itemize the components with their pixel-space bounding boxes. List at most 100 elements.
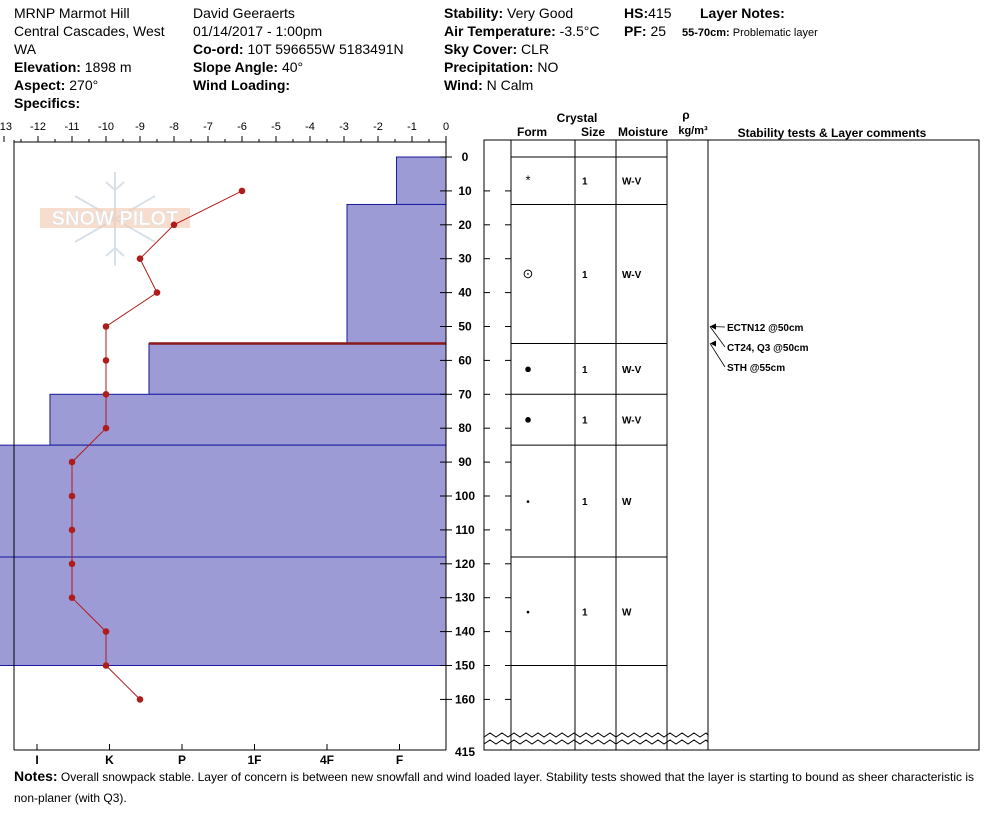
sky-label: Sky Cover:: [444, 41, 518, 57]
location-line2: Central Cascades, West: [14, 23, 165, 39]
wind-label: Wind:: [444, 77, 483, 93]
layer-size: 1: [582, 177, 588, 188]
sky-cover: Sky Cover: CLR: [444, 40, 600, 58]
stability-test-label: CT24, Q3 @50cm: [727, 343, 809, 354]
size-header: Size: [581, 125, 605, 139]
layer-form: ⊙: [523, 266, 534, 281]
snow-profile-chart: SNOW PILOT -13-12-11-10-9-8-7-6-5-4-3-2-…: [0, 108, 980, 765]
temp-tick-label: -13: [0, 121, 12, 133]
layer-size: 1: [582, 365, 588, 376]
stability-test-label: ECTN12 @50cm: [727, 323, 804, 334]
hardness-tick-label: I: [35, 753, 38, 765]
notes-label: Notes:: [14, 768, 58, 784]
depth-tick-label: 160: [455, 692, 475, 706]
density-unit-header: kg/m³: [678, 125, 708, 137]
hs-bottom-label: 415: [455, 745, 475, 759]
temperature-point: [68, 560, 76, 568]
location-line3: WA: [14, 41, 37, 57]
table-depth-ticks: [484, 190, 511, 700]
depth-tick-label: 70: [458, 387, 472, 401]
layer-moisture: W: [622, 497, 632, 508]
temperature-line: [71, 190, 243, 700]
temp-tick-label: -4: [305, 121, 315, 133]
pf-value: 25: [650, 23, 667, 39]
aspect-label: Aspect:: [14, 77, 66, 93]
temp-tick-label: -3: [339, 121, 349, 133]
observer-name: David Geeraerts: [193, 5, 295, 21]
stability-test-arrow: [710, 340, 716, 347]
temperature-point: [153, 289, 161, 296]
depth-tick-label: 150: [455, 659, 475, 673]
layer-table: Crystal Form Size Moisture ρ kg/m³ Stabi…: [483, 108, 980, 751]
depth-tick-label: 10: [458, 184, 472, 198]
temperature-point: [102, 662, 110, 669]
temperature-point: [68, 594, 76, 601]
wind-loading-label: Wind Loading:: [193, 77, 291, 93]
depth-tick-label: 40: [458, 286, 472, 300]
coord-value: 10T 596655W 5183491N: [247, 41, 404, 57]
elevation-label: Elevation:: [14, 59, 81, 75]
precip-label: Precipitation:: [444, 59, 534, 75]
depth-tick-label: 90: [458, 455, 472, 469]
hardness-tick-label: P: [178, 753, 186, 765]
layer-moisture: W-V: [622, 416, 642, 427]
temperature-point: [136, 696, 144, 703]
temp-tick-label: 0: [443, 121, 449, 133]
header-snowpack: HS:415 PF: 25: [624, 4, 671, 40]
temp-tick-label: -10: [98, 121, 114, 133]
temp-tick-label: -12: [30, 121, 46, 133]
layer-form: ●: [524, 412, 532, 427]
notes-text: Overall snowpack stable. Layer of concer…: [14, 770, 975, 805]
hardness-tick-label: K: [105, 753, 114, 765]
temp-tick-label: -11: [64, 121, 79, 133]
hardness-layer: [0, 444, 447, 558]
depth-axis: 0 10 20 30 40 50 60 70 80 90 100 110 120 130 140 150 160: [440, 150, 475, 706]
observation-datetime: 01/14/2017 - 1:00pm: [193, 23, 323, 39]
precipitation: Precipitation: NO: [444, 58, 600, 76]
hardness-layer: [49, 393, 447, 446]
break-mark-upper: [483, 732, 709, 738]
layer-size: 1: [582, 270, 588, 281]
notes: Notes: Overall snowpack stable. Layer of…: [14, 766, 994, 809]
depth-tick-label: 140: [455, 625, 475, 639]
snowflake-icon: [74, 172, 156, 266]
hs-label: HS:: [624, 5, 649, 21]
hs: HS:415: [624, 4, 671, 22]
slope-angle: Slope Angle: 40°: [193, 58, 404, 76]
temperature-point: [238, 187, 246, 195]
logo-band: [40, 208, 190, 228]
form-header: Form: [517, 125, 547, 139]
depth-tick-label: 30: [458, 252, 472, 266]
temp-tick-label: -1: [407, 121, 417, 133]
snowpilot-logo: SNOW PILOT: [40, 172, 190, 266]
layer-size: 1: [582, 497, 588, 508]
temp-tick-label: -5: [271, 121, 281, 133]
hardness-layer: [346, 203, 447, 344]
layer-moisture: W-V: [622, 365, 642, 376]
pf: PF: 25: [624, 22, 671, 40]
stability-tests: ECTN12 @50cm CT24, Q3 @50cm STH @55cm: [709, 323, 809, 374]
depth-tick-label: 50: [458, 320, 472, 334]
depth-tick-label: 80: [458, 421, 472, 435]
rho-header: ρ: [682, 108, 689, 122]
depth-tick-label: 120: [455, 557, 475, 571]
stability-test-leader: [709, 343, 726, 368]
pf-label: PF:: [624, 23, 647, 39]
header-observer: David Geeraerts 01/14/2017 - 1:00pm Co-o…: [193, 4, 404, 94]
layer-moisture: W-V: [622, 270, 642, 281]
coord-label: Co-ord:: [193, 41, 244, 57]
hardness-tick-label: F: [396, 753, 403, 765]
depth-tick-label: 130: [455, 591, 475, 605]
header-location: MRNP Marmot Hill Central Cascades, West …: [14, 4, 165, 112]
layer-form: •: [526, 607, 530, 618]
hardness-layers: [0, 156, 447, 667]
hs-value: 415: [648, 5, 672, 21]
elevation: Elevation: 1898 m: [14, 58, 165, 76]
wind: Wind: N Calm: [444, 76, 600, 94]
depth-tick-label: 0: [462, 150, 469, 164]
location-line1: MRNP Marmot Hill: [14, 5, 130, 21]
stability-value: Very Good: [507, 5, 574, 21]
temperature-point: [68, 526, 76, 534]
temperature-point: [170, 221, 178, 229]
hardness-axis: I K P 1F 4F F: [35, 744, 403, 765]
